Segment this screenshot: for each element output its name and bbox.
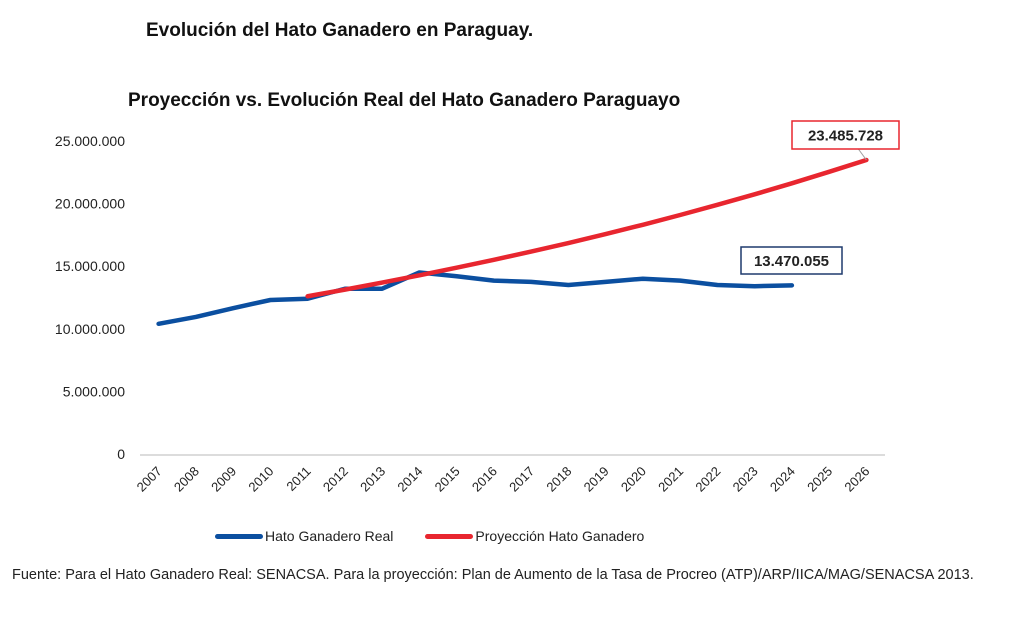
x-tick-label: 2023 [730, 464, 761, 495]
series-group [156, 157, 869, 327]
x-tick-label: 2021 [655, 464, 686, 495]
data-label-text: 23.485.728 [808, 128, 883, 145]
y-axis: 0 5.000.000 10.000.000 15.000.000 20.000.000… [55, 133, 125, 462]
data-label-box [740, 246, 843, 275]
x-tick-label: 2017 [506, 464, 537, 495]
x-tick-label: 2010 [245, 464, 276, 495]
legend-label-real: Hato Ganadero Real [265, 528, 394, 544]
x-tick-label: 2013 [357, 464, 388, 495]
y-tick-label: 25.000.000 [55, 133, 125, 149]
x-tick-label: 2015 [432, 464, 463, 495]
legend-swatch-proyeccion [425, 533, 474, 539]
label-leader-line [857, 148, 867, 161]
legend-swatch-real [215, 533, 263, 539]
x-tick-label: 2014 [394, 464, 425, 495]
legend: Hato Ganadero Real Proyección Hato Ganad… [215, 528, 676, 544]
legend-label-proyeccion: Proyección Hato Ganadero [475, 528, 645, 544]
page-title: Evolución del Hato Ganadero en Paraguay. [146, 20, 534, 41]
x-tick-label: 2011 [283, 464, 313, 494]
legend-item-real: Hato Ganadero Real [215, 528, 393, 544]
x-tick-label: 2007 [134, 464, 165, 495]
legend-item-proyeccion: Proyección Hato Ganadero [425, 528, 644, 544]
y-tick-label: 15.000.000 [55, 258, 125, 274]
x-tick-label: 2012 [320, 464, 351, 495]
data-labels: 13.470.055 23.485.728 [740, 120, 900, 275]
x-tick-label: 2009 [208, 464, 239, 495]
y-tick-label: 10.000.000 [55, 321, 125, 337]
x-tick-label: 2022 [692, 464, 723, 495]
x-tick-label: 2025 [804, 464, 835, 495]
y-tick-label: 5.000.000 [63, 383, 125, 399]
x-tick-label: 2016 [469, 464, 500, 495]
x-axis: 2007 2008 2009 2010 2011 2012 2013 2014 2015 2016… [134, 464, 873, 495]
series-line-real [156, 270, 795, 327]
data-label-text: 13.470.055 [754, 253, 829, 270]
chart-title: Proyección vs. Evolución Real del Hato G… [128, 90, 681, 111]
x-tick-label: 2019 [581, 464, 612, 495]
y-tick-label: 0 [117, 446, 125, 462]
source-note: Fuente: Para el Hato Ganadero Real: SENA… [12, 567, 974, 583]
x-tick-label: 2020 [618, 464, 649, 495]
series-line-proyeccion [305, 157, 869, 299]
data-label-box [791, 120, 900, 150]
x-tick-label: 2024 [767, 464, 798, 495]
x-tick-label: 2026 [841, 464, 872, 495]
x-tick-label: 2018 [543, 464, 574, 495]
x-tick-label: 2008 [171, 464, 202, 495]
y-tick-label: 20.000.000 [55, 196, 125, 212]
